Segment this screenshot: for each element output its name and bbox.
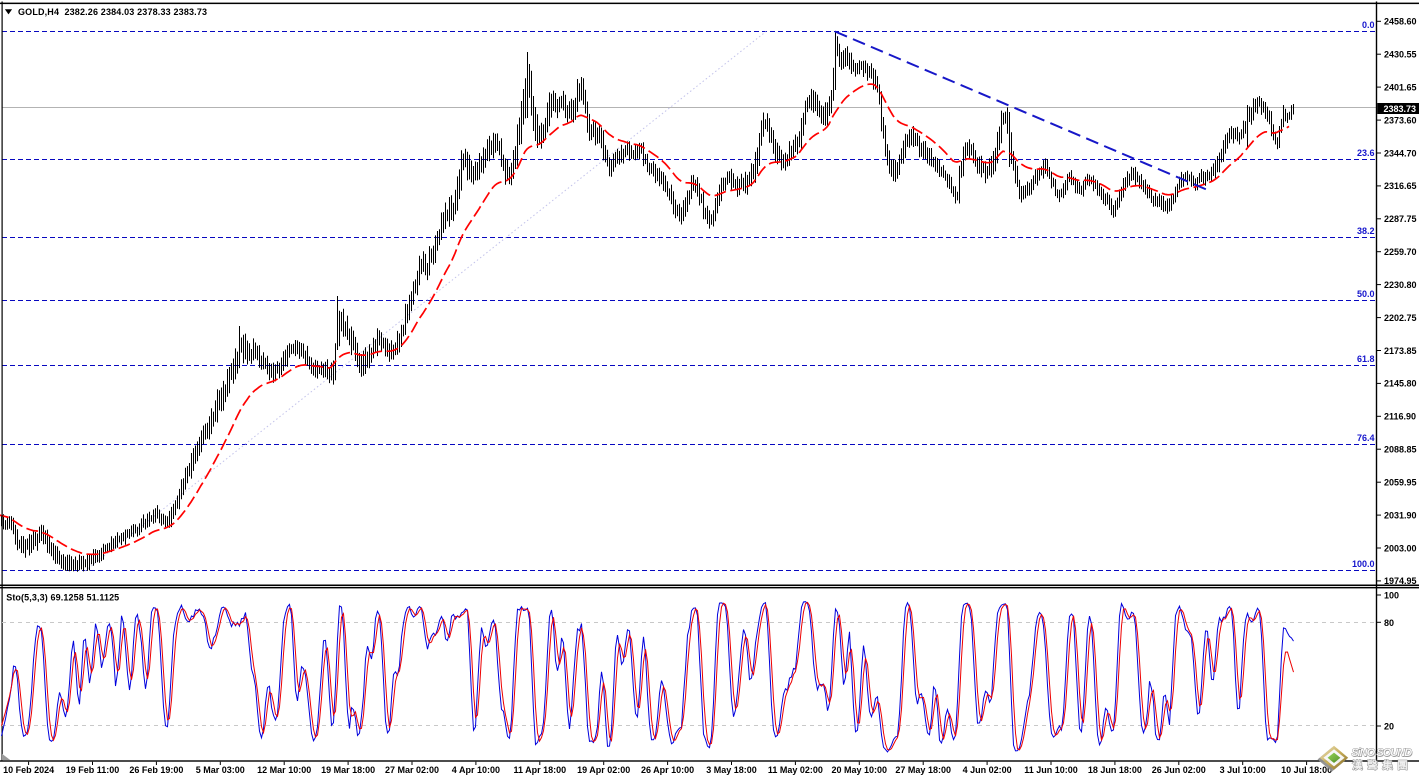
- svg-text:4 Jun 02:00: 4 Jun 02:00: [963, 765, 1012, 775]
- svg-text:20: 20: [1384, 722, 1394, 732]
- svg-text:SiNO SOUND: SiNO SOUND: [1352, 748, 1413, 760]
- svg-text:12 Mar 10:00: 12 Mar 10:00: [257, 765, 311, 775]
- svg-text:2145.80: 2145.80: [1384, 379, 1417, 389]
- svg-text:2059.95: 2059.95: [1384, 478, 1417, 488]
- svg-text:100: 100: [1384, 591, 1399, 601]
- svg-text:3 May 18:00: 3 May 18:00: [706, 765, 757, 775]
- svg-text:3 Jul 10:00: 3 Jul 10:00: [1220, 765, 1266, 775]
- svg-text:11 Jun 10:00: 11 Jun 10:00: [1024, 765, 1078, 775]
- svg-text:Sto(5,3,3) 69.1258 51.1125: Sto(5,3,3) 69.1258 51.1125: [6, 592, 119, 602]
- svg-text:2031.90: 2031.90: [1384, 510, 1417, 520]
- svg-text:2373.60: 2373.60: [1384, 115, 1417, 125]
- svg-text:26 Apr 10:00: 26 Apr 10:00: [641, 765, 694, 775]
- svg-text:38.2: 38.2: [1357, 226, 1375, 236]
- svg-text:26 Feb 19:00: 26 Feb 19:00: [129, 765, 183, 775]
- svg-text:2458.60: 2458.60: [1384, 17, 1417, 27]
- svg-text:2430.55: 2430.55: [1384, 50, 1417, 60]
- svg-text:61.8: 61.8: [1357, 354, 1375, 364]
- svg-text:2383.73: 2383.73: [1384, 104, 1417, 114]
- svg-text:18 Jun 18:00: 18 Jun 18:00: [1088, 765, 1142, 775]
- svg-text:19 Apr 02:00: 19 Apr 02:00: [577, 765, 630, 775]
- svg-text:漢聲集團: 漢聲集團: [1352, 759, 1412, 772]
- svg-text:10 Jul 18:00: 10 Jul 18:00: [1281, 765, 1332, 775]
- svg-text:2116.90: 2116.90: [1384, 412, 1416, 422]
- svg-text:26 Jun 02:00: 26 Jun 02:00: [1152, 765, 1206, 775]
- svg-text:2088.85: 2088.85: [1384, 445, 1417, 455]
- svg-text:2259.70: 2259.70: [1384, 247, 1417, 257]
- svg-text:20 May 10:00: 20 May 10:00: [832, 765, 888, 775]
- svg-text:2401.65: 2401.65: [1384, 82, 1417, 92]
- svg-text:漢聲集團: 漢聲集團: [1353, 759, 1413, 772]
- svg-text:11 May 02:00: 11 May 02:00: [768, 765, 823, 775]
- svg-text:GOLD,H4 2382.26 2384.03 2378.: GOLD,H4 2382.26 2384.03 2378.33 2383.73: [18, 7, 207, 17]
- svg-text:100.0: 100.0: [1352, 559, 1375, 569]
- svg-text:27 Mar 02:00: 27 Mar 02:00: [385, 765, 439, 775]
- svg-text:2230.80: 2230.80: [1384, 280, 1417, 290]
- svg-text:5 Mar 03:00: 5 Mar 03:00: [196, 765, 245, 775]
- svg-text:2202.75: 2202.75: [1384, 313, 1417, 323]
- svg-text:1974.95: 1974.95: [1384, 576, 1417, 586]
- svg-text:2344.70: 2344.70: [1384, 148, 1417, 158]
- svg-text:0.0: 0.0: [1362, 20, 1375, 30]
- svg-text:2173.85: 2173.85: [1384, 346, 1417, 356]
- svg-text:4 Apr 10:00: 4 Apr 10:00: [452, 765, 500, 775]
- svg-text:50.0: 50.0: [1357, 289, 1375, 299]
- svg-text:2003.00: 2003.00: [1384, 543, 1417, 553]
- svg-text:19 Feb 11:00: 19 Feb 11:00: [66, 765, 120, 775]
- svg-text:11 Apr 18:00: 11 Apr 18:00: [513, 765, 566, 775]
- svg-text:23.6: 23.6: [1357, 148, 1375, 158]
- svg-text:80: 80: [1384, 618, 1394, 628]
- svg-text:27 May 18:00: 27 May 18:00: [895, 765, 951, 775]
- svg-text:2316.65: 2316.65: [1384, 181, 1417, 191]
- svg-text:76.4: 76.4: [1357, 433, 1375, 443]
- svg-text:2287.75: 2287.75: [1384, 214, 1417, 224]
- svg-text:SiNO SOUND: SiNO SOUND: [1351, 747, 1412, 759]
- svg-text:19 Mar 18:00: 19 Mar 18:00: [321, 765, 375, 775]
- svg-text:10 Feb 2024: 10 Feb 2024: [3, 765, 54, 775]
